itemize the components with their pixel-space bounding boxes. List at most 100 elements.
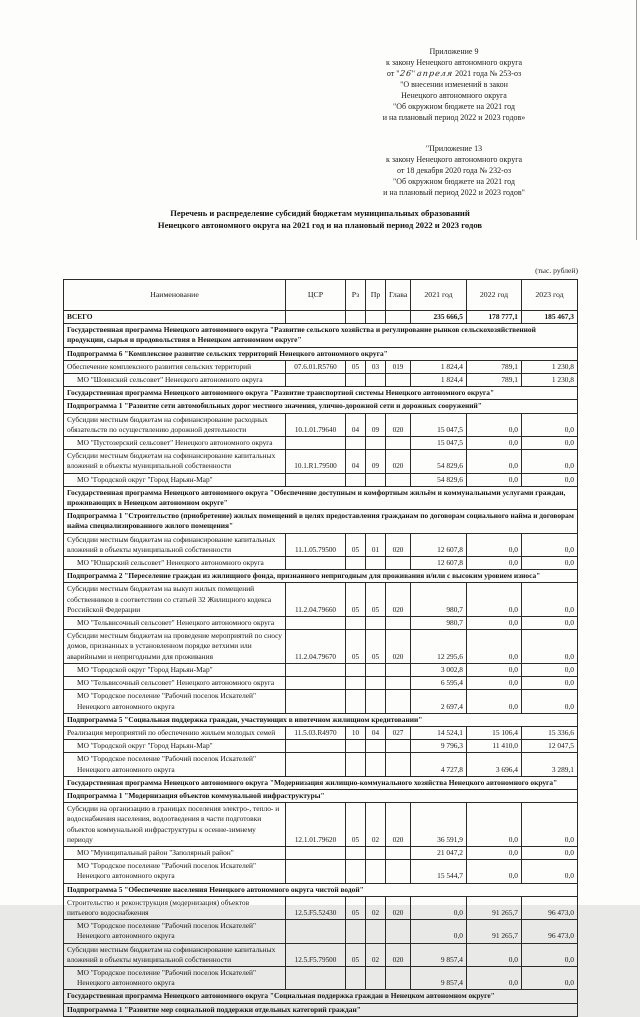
name-cell: Субсидии местным бюджетам на софинансиро… xyxy=(63,942,286,967)
subprogram-title-cell: Подпрограмма 1 "Развитие сети автомобиль… xyxy=(63,399,578,414)
col-header-rz: Рз xyxy=(345,279,366,311)
name-cell: Субсидии местным бюджетам на выкуп жилых… xyxy=(63,582,286,618)
glava-cell xyxy=(385,689,411,714)
year-2023-cell: 0,0 xyxy=(521,942,578,967)
year-2022-cell: 0,0 xyxy=(466,472,522,487)
table-row-program: Государственная программа Ненецкого авто… xyxy=(63,989,578,1004)
name-cell: Реализация мероприятий по обеспечению жи… xyxy=(63,725,286,741)
rz-cell xyxy=(345,752,366,777)
table-row-item: Субсидии местным бюджетам на софинансиро… xyxy=(63,412,578,438)
year-2023-cell: 0,0 xyxy=(521,472,578,487)
glava-cell: 020 xyxy=(385,629,411,664)
year-2021-cell: 235 666,5 xyxy=(410,309,467,325)
year-2023-cell: 0,0 xyxy=(521,845,578,861)
rz-cell: 04 xyxy=(345,449,366,474)
glava-cell xyxy=(385,859,411,884)
pr-cell: 05 xyxy=(365,629,386,664)
name-cell: Субсидии на организацию в границах посел… xyxy=(63,802,286,847)
glava-cell xyxy=(385,676,411,691)
pr-cell xyxy=(365,436,386,451)
year-2022-cell: 0,0 xyxy=(466,965,522,991)
year-2021-cell: 3 002,8 xyxy=(410,662,467,678)
csr-cell: 11.5.03.R4970 xyxy=(285,725,346,741)
csr-cell xyxy=(285,752,346,777)
name-cell: МО "Шоинский сельсовет" Ненецкого автоно… xyxy=(63,373,286,388)
rz-cell: 05 xyxy=(345,895,366,921)
pr-cell xyxy=(365,676,386,691)
glava-cell: 020 xyxy=(385,532,411,558)
name-cell: МО "Городское поселение "Рабочий поселок… xyxy=(63,752,286,777)
pr-cell xyxy=(365,919,386,944)
subprogram-title-cell: Подпрограмма 1 "Модернизация объектов ко… xyxy=(63,788,578,804)
table-row-program: Государственная программа Ненецкого авто… xyxy=(63,323,578,348)
ref1-line: "Об окружном бюджете на 2021 год xyxy=(393,102,515,111)
year-2023-cell: 12 047,5 xyxy=(521,739,578,754)
rz-cell: 05 xyxy=(345,629,366,664)
year-2022-cell: 0,0 xyxy=(466,629,522,664)
year-2022-cell: 0,0 xyxy=(466,689,522,714)
year-2023-cell: 0,0 xyxy=(521,802,578,847)
pr-cell xyxy=(365,859,386,884)
rz-cell: 05 xyxy=(345,802,366,847)
table-row-program: Государственная программа Ненецкого авто… xyxy=(63,485,578,511)
table-header-row: Наименование ЦСР Рз Пр Глава 2021 год 20… xyxy=(63,279,578,311)
table-row-mo: МО "Тельвисочный сельсовет" Ненецкого ав… xyxy=(63,676,578,691)
name-cell: МО "Городское поселение "Рабочий поселок… xyxy=(63,689,286,714)
subprogram-title-cell: Подпрограмма 2 "Переселение граждан из ж… xyxy=(63,569,578,584)
pr-cell xyxy=(365,472,386,487)
pr-cell: 01 xyxy=(365,532,386,558)
year-2021-cell: 12 295,6 xyxy=(410,629,467,664)
rz-cell xyxy=(345,689,366,714)
year-2022-cell: 91 265,7 xyxy=(466,919,522,944)
rz-cell xyxy=(345,845,366,861)
csr-cell xyxy=(285,919,346,944)
ref2-line: "Приложение 13 xyxy=(425,144,483,153)
csr-cell xyxy=(285,556,346,571)
col-header-csr: ЦСР xyxy=(285,279,346,311)
csr-cell: 12.1.01.79620 xyxy=(285,802,346,847)
table-row-item: Субсидии местным бюджетам на софинансиро… xyxy=(63,449,578,474)
glava-cell: 020 xyxy=(385,412,411,438)
csr-cell xyxy=(285,616,346,631)
table-row-mo: МО "Городское поселение "Рабочий поселок… xyxy=(63,689,578,714)
name-cell: Субсидии местным бюджетам на софинансиро… xyxy=(63,532,286,558)
ref2-line: "Об окружном бюджете на 2021 год xyxy=(393,177,515,186)
glava-cell xyxy=(385,472,411,487)
name-cell: Субсидии местным бюджетам на софинансиро… xyxy=(63,412,286,438)
year-2021-cell: 14 524,1 xyxy=(410,725,467,741)
ref1-line: Приложение 9 xyxy=(429,47,479,56)
glava-cell xyxy=(385,662,411,678)
year-2023-cell: 0,0 xyxy=(521,965,578,991)
page-title: Перечень и распределение субсидий бюджет… xyxy=(0,207,640,231)
csr-cell: 11.1.05.79500 xyxy=(285,532,346,558)
year-2022-cell: 0,0 xyxy=(466,859,522,884)
rz-cell xyxy=(345,676,366,691)
program-title-cell: Государственная программа Ненецкого авто… xyxy=(63,386,578,401)
date-prefix: от " xyxy=(386,69,400,78)
csr-cell xyxy=(285,662,346,678)
pr-cell xyxy=(365,965,386,991)
rz-cell: 05 xyxy=(345,359,366,375)
year-2021-cell: 36 591,9 xyxy=(410,802,467,847)
table-row-program: Государственная программа Ненецкого авто… xyxy=(63,775,578,790)
ref1-line: и на плановый период 2022 и 2023 годов» xyxy=(382,113,526,122)
table-row-mo: МО "Юшарский сельсовет" Ненецкого автоно… xyxy=(63,556,578,571)
date-mid: " xyxy=(411,69,417,78)
table-row-mo: МО "Городское поселение "Рабочий поселок… xyxy=(63,919,578,944)
ref2-line: от 18 декабря 2020 года № 232-оз xyxy=(396,166,511,175)
glava-cell xyxy=(385,739,411,754)
year-2021-cell: 21 047,2 xyxy=(410,845,467,861)
year-2022-cell: 0,0 xyxy=(466,845,522,861)
year-2023-cell: 96 473,0 xyxy=(521,895,578,921)
rz-cell: 05 xyxy=(345,582,366,618)
glava-cell: 020 xyxy=(385,449,411,474)
name-cell: МО "Городское поселение "Рабочий поселок… xyxy=(63,965,286,991)
year-2021-cell: 4 727,8 xyxy=(410,752,467,777)
table-row-item: Строительство и реконструкция (модерниза… xyxy=(63,895,578,921)
pr-cell: 09 xyxy=(365,449,386,474)
year-2023-cell: 15 336,6 xyxy=(521,725,578,741)
glava-cell xyxy=(385,436,411,451)
glava-cell: 019 xyxy=(385,359,411,375)
table-row-item: Субсидии местным бюджетам на выкуп жилых… xyxy=(63,582,578,618)
year-2022-cell: 789,1 xyxy=(466,359,522,375)
